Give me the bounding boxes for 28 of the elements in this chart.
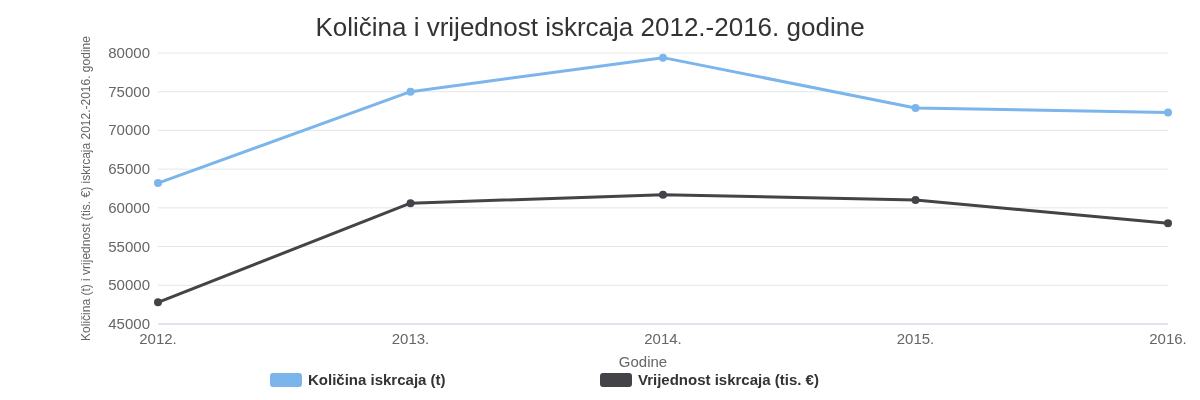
point xyxy=(1164,108,1172,117)
x-tick-label: 2015. xyxy=(896,330,935,347)
y-tick-label: 70000 xyxy=(108,121,150,139)
point xyxy=(154,298,162,307)
point xyxy=(911,103,920,112)
y-tick-label: 55000 xyxy=(108,237,150,255)
y-tick-label: 60000 xyxy=(108,198,150,216)
point xyxy=(406,199,415,208)
legend-label: Količina iskrcaja (t) xyxy=(308,371,446,388)
y-tick-label: 50000 xyxy=(108,276,150,294)
y-tick-label: 45000 xyxy=(108,315,150,332)
y-axis-title: Količina (t) i vrijednost (tis. €) iskrcaja 2012.-2016. godine xyxy=(79,35,93,341)
y-tick-label: 75000 xyxy=(108,82,150,100)
point xyxy=(659,53,667,62)
x-tick-label: 2014. xyxy=(644,330,682,347)
x-tick-label: 2013. xyxy=(391,330,430,347)
x-axis-title: Godine xyxy=(618,353,668,370)
chart-title: Količina i vrijednost iskrcaja 2012.-2016. godine xyxy=(315,12,865,42)
y-tick-label: 80000 xyxy=(108,44,150,61)
x-tick-label: 2016. xyxy=(1149,330,1187,347)
point xyxy=(154,179,162,188)
legend-label: Vrijednost iskrcaja (tis. €) xyxy=(638,371,819,388)
point xyxy=(659,190,667,199)
point xyxy=(406,87,415,96)
x-tick-label: 2012. xyxy=(139,330,177,347)
point xyxy=(911,196,920,205)
y-tick-label: 65000 xyxy=(108,160,150,178)
point xyxy=(1164,219,1172,228)
